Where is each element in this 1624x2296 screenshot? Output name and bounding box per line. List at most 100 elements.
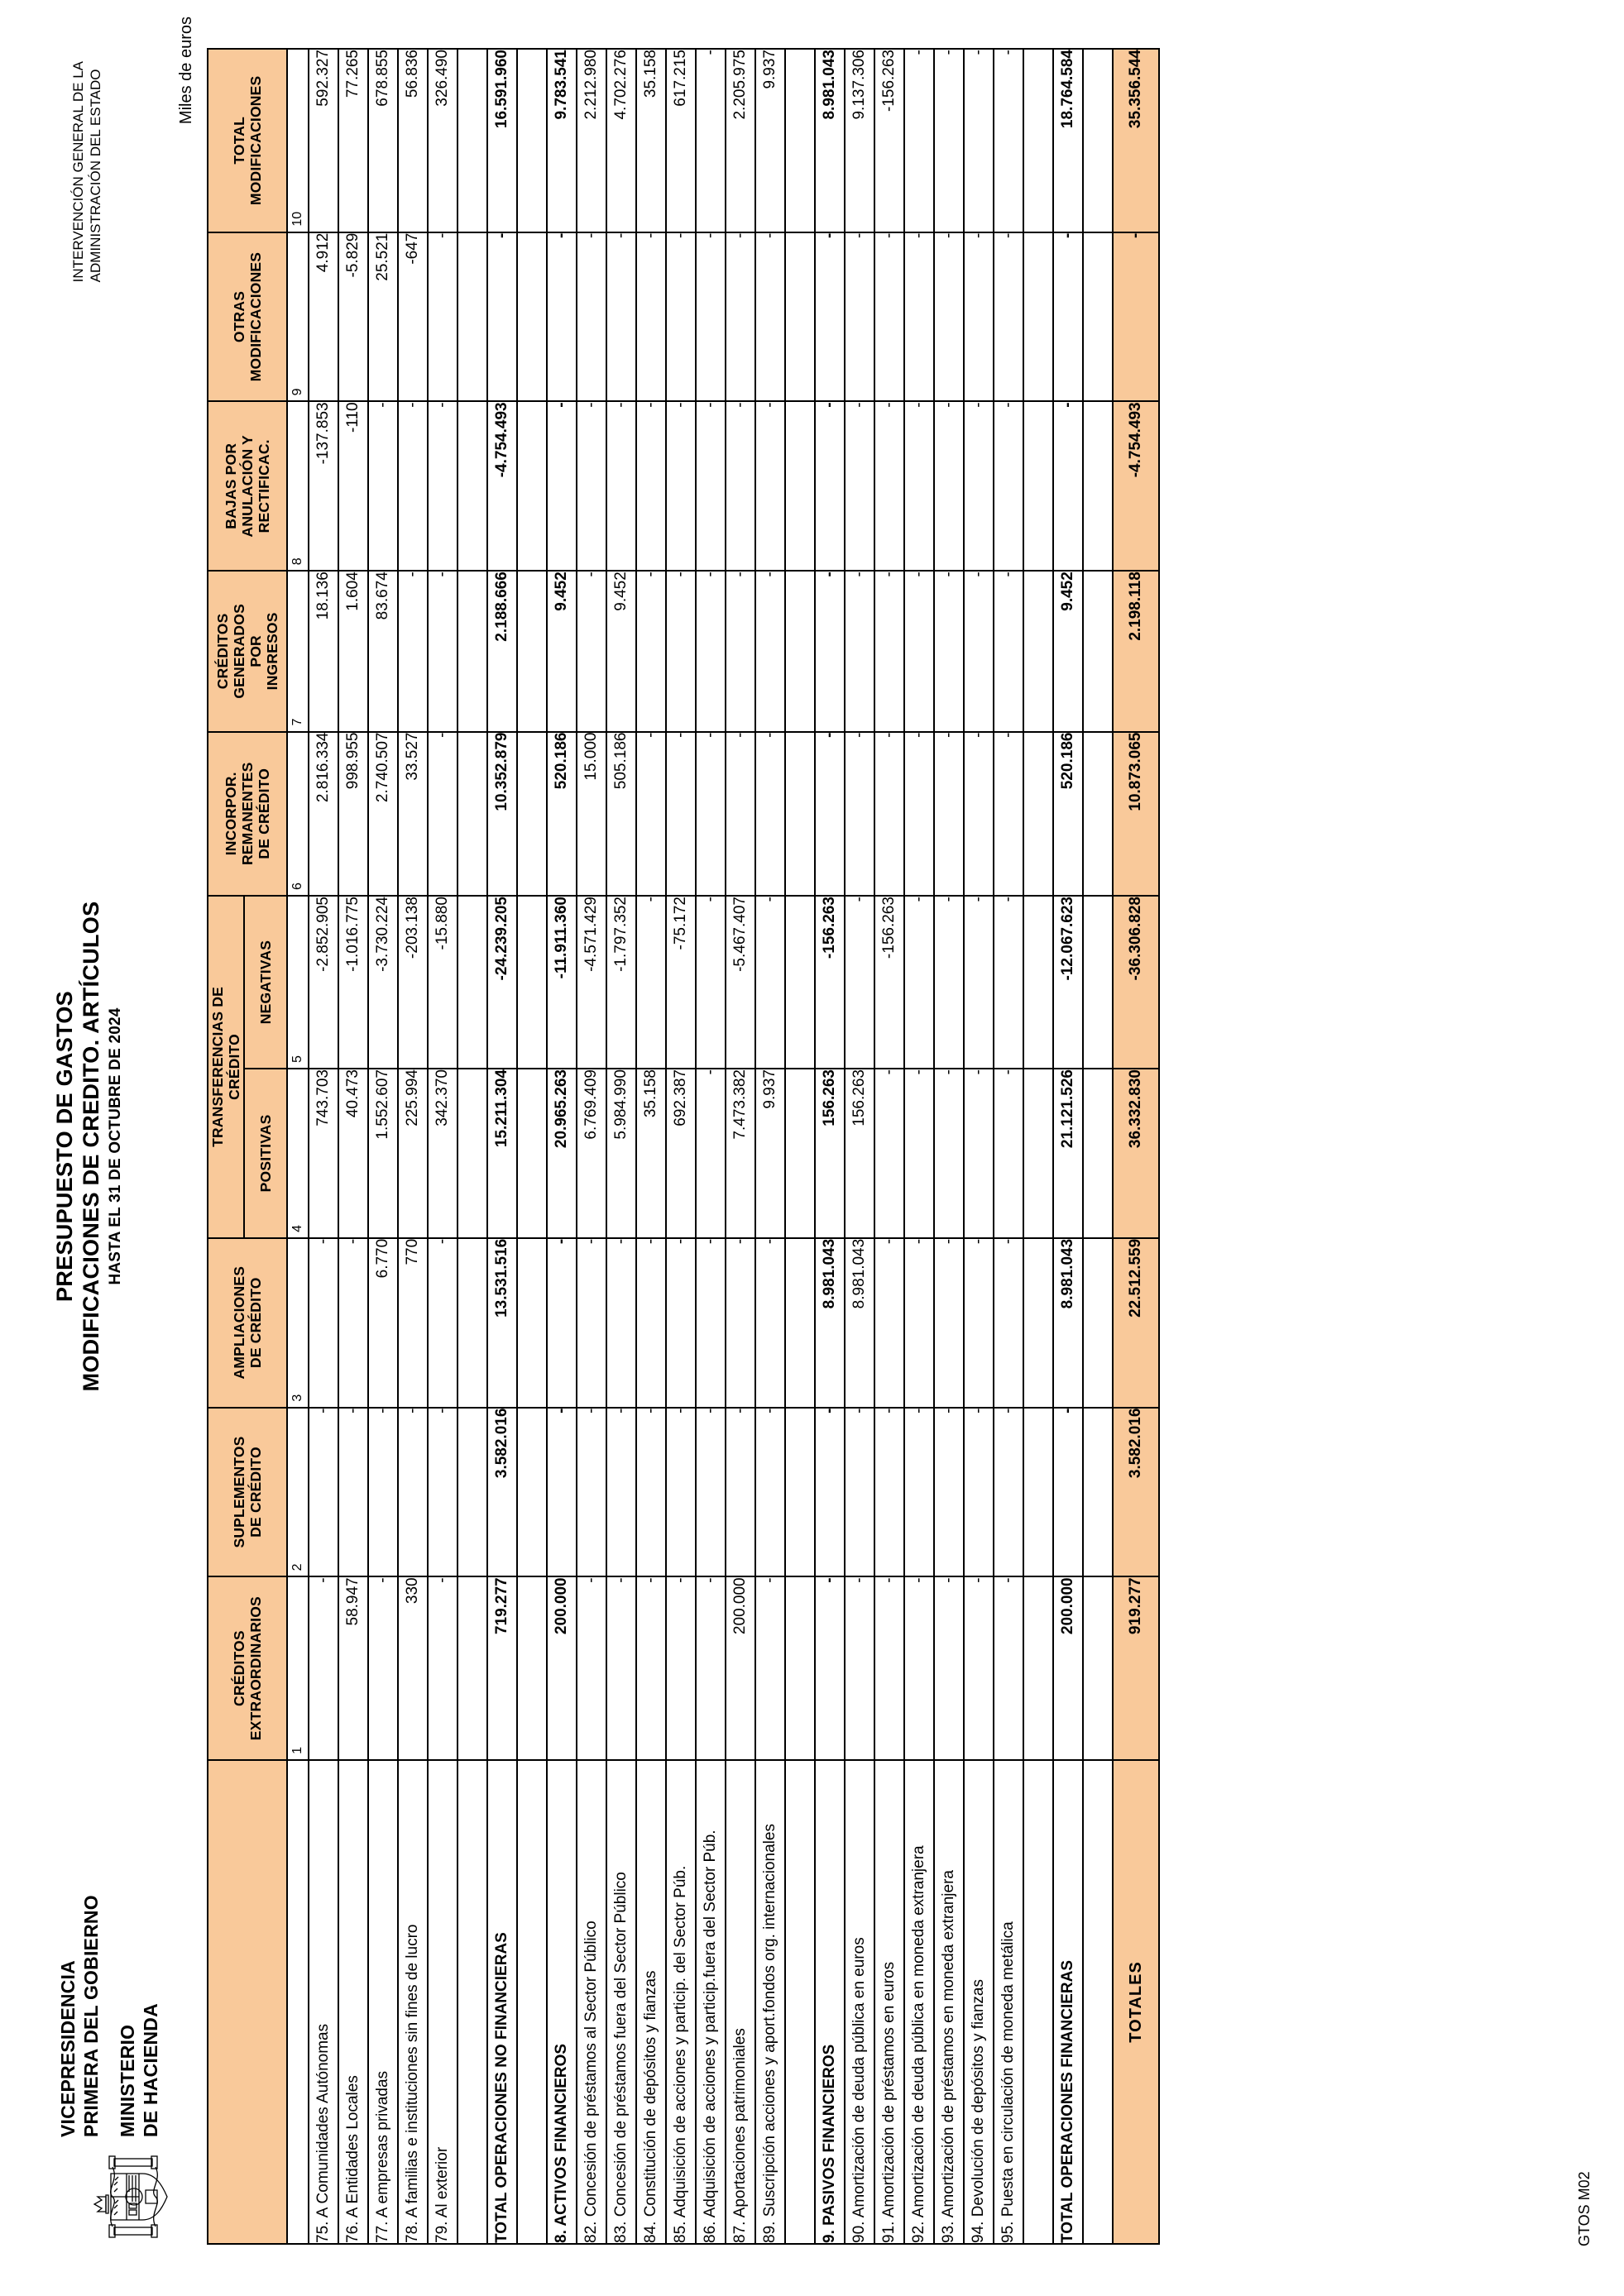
row-value-4: - bbox=[696, 1069, 726, 1238]
row-value-2: - bbox=[309, 1407, 338, 1577]
row-value-2: - bbox=[845, 1407, 874, 1577]
row-value-8: -110 bbox=[338, 401, 368, 572]
row-value-4: 21.121.526 bbox=[1053, 1069, 1083, 1238]
row-value-10: 56.836 bbox=[398, 49, 428, 232]
row-value-9 bbox=[457, 232, 487, 402]
table-row-spacer bbox=[785, 49, 815, 2244]
row-value-2 bbox=[517, 1407, 547, 1577]
totals-row: TOTALES 919.277 3.582.016 22.512.559 36.… bbox=[1113, 49, 1159, 2244]
row-value-5: -5.467.407 bbox=[726, 896, 755, 1069]
row-value-9: 25.521 bbox=[368, 232, 398, 402]
row-value-1: 200.000 bbox=[726, 1576, 755, 1760]
row-value-6: - bbox=[845, 731, 874, 897]
row-value-5: - bbox=[994, 896, 1023, 1069]
hdr-text: RECTIFICAC. bbox=[256, 439, 272, 533]
row-value-6: 15.000 bbox=[577, 731, 606, 897]
row-value-2 bbox=[785, 1407, 815, 1577]
igae-line-2: ADMINISTRACIÓN DEL ESTADO bbox=[88, 69, 103, 283]
row-value-6 bbox=[1023, 731, 1053, 897]
totals-value-4: 36.332.830 bbox=[1113, 1069, 1159, 1238]
header-transferencias-positivas: POSITIVAS bbox=[244, 1069, 287, 1238]
row-value-10: - bbox=[964, 49, 994, 232]
row-concept: 78. A familias e instituciones sin fines… bbox=[398, 1759, 428, 2244]
row-value-5: - bbox=[964, 896, 994, 1069]
table-row-spacer bbox=[1083, 49, 1113, 2244]
row-value-5 bbox=[1023, 896, 1053, 1069]
row-value-4: 35.158 bbox=[636, 1069, 666, 1238]
row-value-10: 9.937 bbox=[755, 49, 785, 232]
row-value-9: - bbox=[874, 232, 904, 402]
row-value-5: -24.239.205 bbox=[487, 896, 517, 1069]
row-value-4: 156.263 bbox=[845, 1069, 874, 1238]
row-value-8: - bbox=[815, 401, 845, 572]
row-value-9: - bbox=[577, 232, 606, 402]
hdr-text: TOTAL bbox=[231, 116, 247, 165]
row-value-10 bbox=[457, 49, 487, 232]
table-foot: TOTALES 919.277 3.582.016 22.512.559 36.… bbox=[1113, 49, 1159, 2244]
totals-value-6: 10.873.065 bbox=[1113, 731, 1159, 897]
row-value-8: - bbox=[666, 401, 696, 572]
row-value-3: 8.981.043 bbox=[1053, 1237, 1083, 1408]
row-value-2: - bbox=[547, 1407, 577, 1577]
form-code: GTOS M02 bbox=[1576, 2171, 1593, 2246]
row-value-4: 225.994 bbox=[398, 1069, 428, 1238]
row-value-6: 10.352.879 bbox=[487, 731, 517, 897]
row-value-6: 505.186 bbox=[606, 731, 636, 897]
row-value-8: - bbox=[755, 401, 785, 572]
row-value-6: - bbox=[636, 731, 666, 897]
row-value-1: - bbox=[815, 1576, 845, 1760]
row-value-3: - bbox=[606, 1237, 636, 1408]
row-value-1: 719.277 bbox=[487, 1576, 517, 1760]
row-value-7 bbox=[785, 571, 815, 732]
row-value-8: -137.853 bbox=[309, 401, 338, 572]
row-value-2: - bbox=[577, 1407, 606, 1577]
totals-value-3: 22.512.559 bbox=[1113, 1237, 1159, 1408]
row-concept: TOTAL OPERACIONES NO FINANCIERAS bbox=[487, 1759, 517, 2244]
header-transferencias-group: TRANSFERENCIAS DE CRÉDITO bbox=[208, 896, 244, 1238]
row-value-6: - bbox=[696, 731, 726, 897]
table-row: 83. Concesión de préstamos fuera del Sec… bbox=[606, 49, 636, 2244]
row-value-5: -11.911.360 bbox=[547, 896, 577, 1069]
row-value-3: 13.531.516 bbox=[487, 1237, 517, 1408]
row-value-8: - bbox=[845, 401, 874, 572]
row-concept: 79. Al exterior bbox=[428, 1759, 457, 2244]
row-value-6: - bbox=[755, 731, 785, 897]
row-value-2 bbox=[1083, 1407, 1113, 1577]
totals-value-9: - bbox=[1113, 232, 1159, 402]
row-value-4: - bbox=[994, 1069, 1023, 1238]
row-value-2 bbox=[1023, 1407, 1053, 1577]
row-value-2: 3.582.016 bbox=[487, 1407, 517, 1577]
row-value-9: - bbox=[904, 232, 934, 402]
row-value-10: 8.981.043 bbox=[815, 49, 845, 232]
row-value-3 bbox=[785, 1237, 815, 1408]
row-value-10: 77.265 bbox=[338, 49, 368, 232]
row-value-7: - bbox=[577, 571, 606, 732]
row-value-6: 998.955 bbox=[338, 731, 368, 897]
row-value-7: 9.452 bbox=[1053, 571, 1083, 732]
hdr-text: DE CRÉDITO bbox=[247, 1277, 264, 1369]
table-row: 87. Aportaciones patrimoniales 200.000- -7… bbox=[726, 49, 755, 2244]
header-row-top: CRÉDITOS EXTRAORDINARIOS SUPLEMENTOS DE … bbox=[208, 49, 287, 2244]
row-value-6 bbox=[1083, 731, 1113, 897]
table-row: 77. A empresas privadas - -6.770 1.552.607-… bbox=[368, 49, 398, 2244]
row-value-3: - bbox=[577, 1237, 606, 1408]
table-row: 90. Amortización de deuda pública en eur… bbox=[845, 49, 874, 2244]
row-value-1: - bbox=[696, 1576, 726, 1760]
row-value-10 bbox=[785, 49, 815, 232]
table-row: 89. Suscripción acciones y aport.fondos … bbox=[755, 49, 785, 2244]
row-value-1: 200.000 bbox=[1053, 1576, 1083, 1760]
row-value-9: - bbox=[815, 232, 845, 402]
row-value-3: 6.770 bbox=[368, 1237, 398, 1408]
row-value-8: - bbox=[577, 401, 606, 572]
row-value-1: - bbox=[636, 1576, 666, 1760]
hdr-text: MODIFICACIONES bbox=[247, 75, 264, 206]
row-value-2: - bbox=[368, 1407, 398, 1577]
row-value-8 bbox=[785, 401, 815, 572]
colnum-1: 1 bbox=[287, 1576, 309, 1760]
row-value-9: - bbox=[606, 232, 636, 402]
row-value-9 bbox=[785, 232, 815, 402]
organisation-vicepresidencia: VICEPRESIDENCIA PRIMERA DEL GOBIERNO bbox=[56, 1895, 103, 2137]
row-value-4 bbox=[785, 1069, 815, 1238]
row-value-3: - bbox=[874, 1237, 904, 1408]
